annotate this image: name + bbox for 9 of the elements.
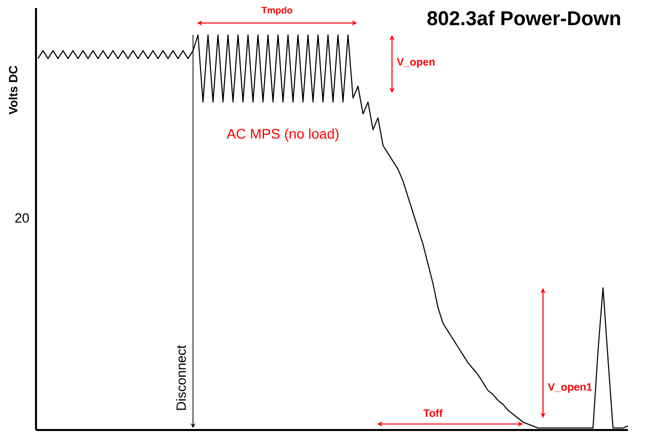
annotation: AC MPS (no load) bbox=[226, 128, 339, 142]
annotation: Toff bbox=[423, 409, 443, 417]
chart-title: 802.3af Power-Down bbox=[427, 10, 620, 26]
text: 20 bbox=[15, 213, 29, 223]
y-axis-title: Volts DC bbox=[8, 66, 18, 114]
annotation: V_open1 bbox=[548, 383, 592, 393]
annotation: Disconnect bbox=[176, 345, 186, 410]
annotation: V_open bbox=[396, 58, 435, 68]
text: Tmpdo bbox=[262, 6, 292, 16]
